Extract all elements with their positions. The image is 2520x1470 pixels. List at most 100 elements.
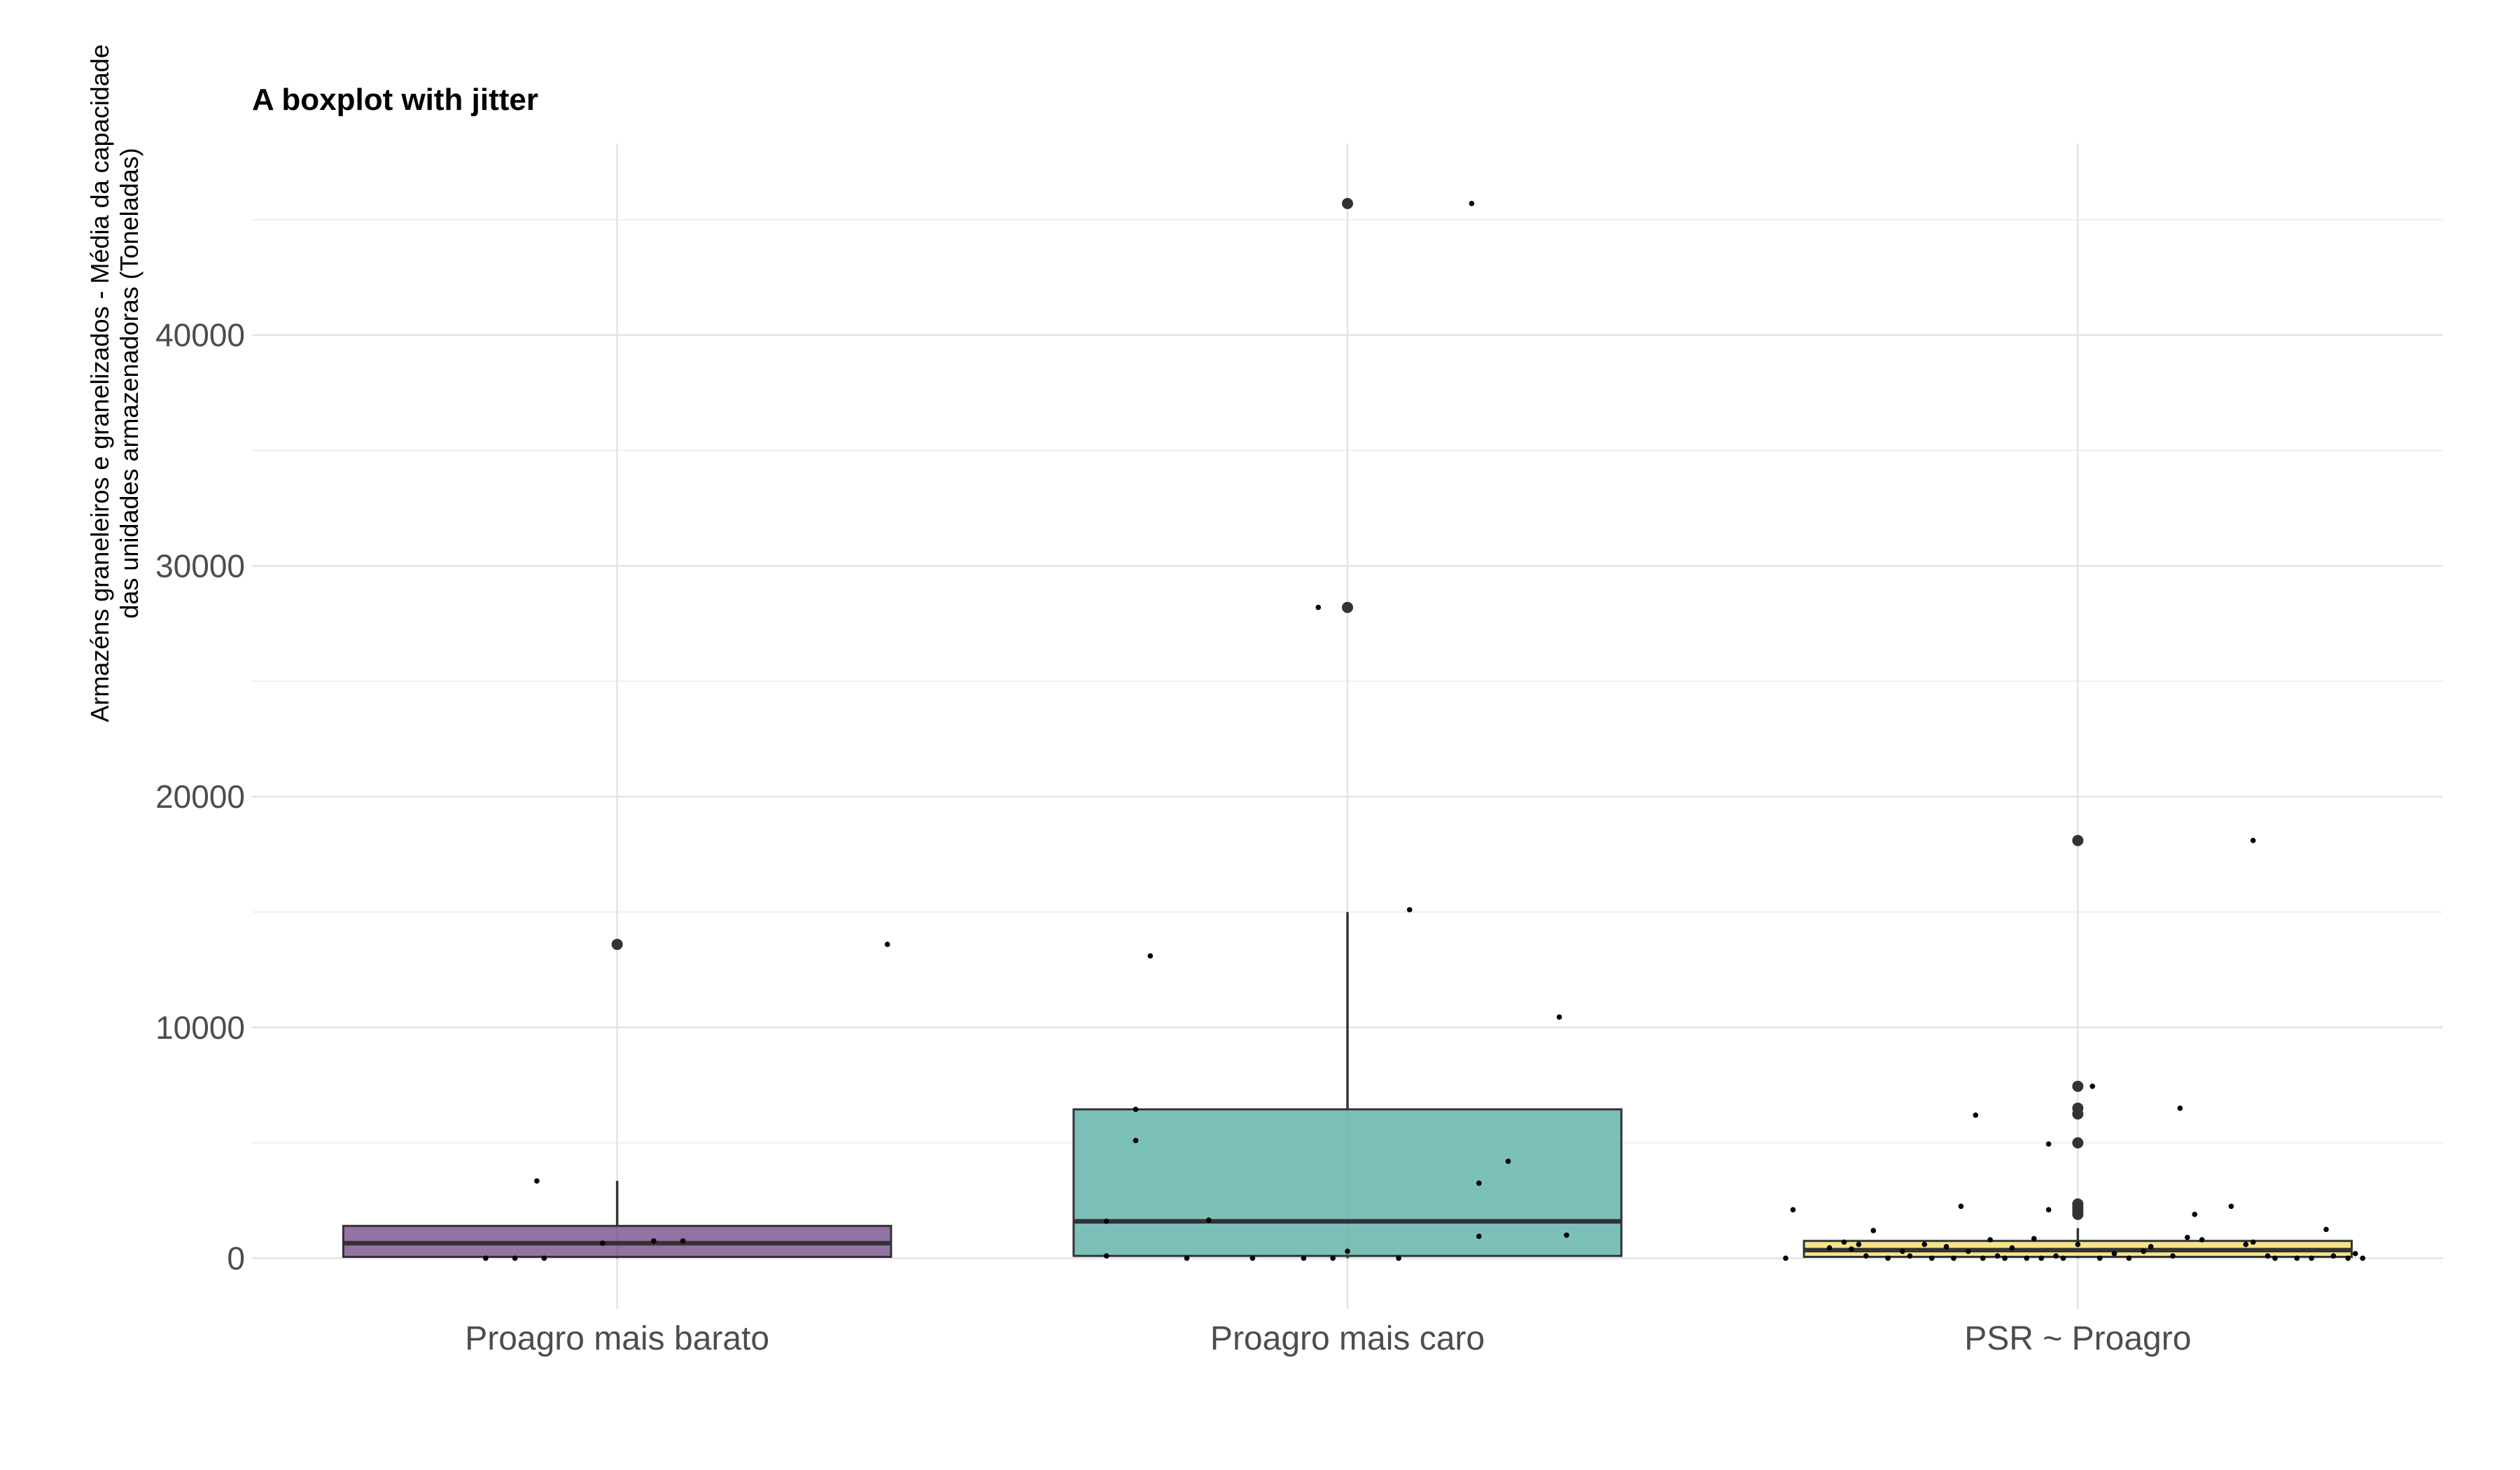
jitter-point — [1951, 1255, 1956, 1261]
jitter-point — [1505, 1158, 1511, 1164]
jitter-point — [1330, 1255, 1336, 1261]
jitter-point — [2096, 1255, 2103, 1261]
jitter-point — [2199, 1237, 2205, 1242]
jitter-point — [1476, 1233, 1482, 1239]
y-tick-label: 0 — [227, 1240, 245, 1276]
jitter-point — [1907, 1253, 1913, 1259]
jitter-point — [1783, 1255, 1788, 1261]
boxes — [342, 197, 2353, 1259]
jitter-point — [1133, 1138, 1139, 1144]
y-tick-label: 40000 — [155, 317, 245, 354]
jitter-point — [1250, 1255, 1256, 1261]
jitter-point — [884, 941, 890, 947]
jitter-point — [1928, 1255, 1935, 1261]
y-tick-label: 10000 — [155, 1009, 245, 1046]
jitter-point — [2177, 1105, 2183, 1111]
jitter-point — [1301, 1255, 1307, 1261]
box-2 — [1072, 197, 1623, 1259]
y-axis-label: Armazéns graneleiros e granelizados - Mé… — [85, 44, 144, 722]
jitter-point — [2250, 837, 2256, 844]
jitter-point — [2250, 1239, 2256, 1245]
jitter-point — [1315, 604, 1322, 610]
jitter-point — [1856, 1241, 1862, 1247]
jitter-point — [1980, 1255, 1986, 1261]
jitter-point — [2038, 1255, 2044, 1261]
x-tick-label: Proagro mais caro — [1210, 1320, 1485, 1357]
jitter-point — [1921, 1241, 1928, 1247]
jitter-point — [2031, 1236, 2037, 1242]
jitter-point — [600, 1240, 606, 1246]
jitter-point — [1564, 1232, 1569, 1238]
jitter-point — [2228, 1203, 2234, 1210]
jitter-point — [2045, 1141, 2052, 1147]
jitter-point — [512, 1255, 518, 1261]
jitter-point — [680, 1238, 686, 1244]
jitter-point — [1863, 1253, 1869, 1259]
jitter-points — [483, 200, 2366, 1261]
jitter-point — [1900, 1248, 1905, 1254]
jitter-point — [1849, 1246, 1854, 1252]
jitter-point — [2272, 1255, 2278, 1261]
jitter-point — [1103, 1218, 1110, 1224]
jitter-point — [1958, 1203, 1964, 1210]
outlier-point — [2072, 1080, 2084, 1092]
box-3 — [1802, 834, 2353, 1259]
jitter-point — [2009, 1245, 2015, 1251]
jitter-point — [2323, 1226, 2329, 1233]
jitter-point — [2330, 1253, 2337, 1259]
jitter-point — [2264, 1253, 2271, 1259]
jitter-point — [2141, 1248, 2147, 1254]
jitter-point — [1790, 1207, 1796, 1213]
jitter-point — [541, 1255, 547, 1261]
jitter-point — [2060, 1255, 2066, 1261]
outlier-point — [2072, 1198, 2084, 1210]
jitter-point — [1345, 1248, 1350, 1254]
jitter-point — [534, 1178, 540, 1184]
jitter-point — [2111, 1251, 2118, 1256]
jitter-point — [651, 1238, 657, 1244]
jitter-point — [1476, 1180, 1482, 1186]
jitter-point — [2075, 1241, 2081, 1247]
y-tick-label: 30000 — [155, 547, 245, 584]
outlier-point — [1342, 601, 1353, 613]
jitter-point — [1205, 1217, 1212, 1223]
jitter-point — [1133, 1107, 1139, 1112]
jitter-point — [2053, 1253, 2059, 1259]
jitter-point — [2126, 1255, 2132, 1261]
box-1 — [342, 939, 892, 1259]
jitter-point — [1973, 1112, 1979, 1118]
jitter-point — [483, 1255, 489, 1261]
jitter-point — [1987, 1237, 1993, 1242]
y-tick-labels: 0 10000 20000 30000 40000 — [155, 317, 245, 1277]
jitter-point — [1870, 1228, 1876, 1233]
y-axis-label-line: Armazéns graneleiros e granelizados - Mé… — [85, 44, 114, 722]
jitter-point — [2192, 1212, 2198, 1217]
x-tick-labels: Proagro mais barato Proagro mais caro PSR … — [465, 1320, 2191, 1357]
outlier-point — [611, 939, 623, 951]
outlier-point — [2072, 1102, 2084, 1114]
box-body — [1072, 1108, 1623, 1257]
jitter-point — [1826, 1245, 1833, 1251]
jitter-point — [2090, 1084, 2095, 1089]
jitter-point — [1103, 1253, 1110, 1259]
jitter-point — [1147, 953, 1154, 959]
y-axis-label-line: das unidades armazenadoras (Toneladas) — [115, 148, 144, 618]
jitter-point — [1841, 1239, 1847, 1245]
outlier-point — [2072, 834, 2084, 846]
jitter-point — [2309, 1255, 2314, 1261]
jitter-point — [2002, 1255, 2008, 1261]
jitter-point — [2294, 1255, 2300, 1261]
jitter-point — [2345, 1255, 2351, 1261]
jitter-point — [2045, 1207, 2052, 1213]
jitter-point — [1943, 1244, 1949, 1250]
jitter-point — [1994, 1253, 2001, 1259]
jitter-point — [1885, 1255, 1891, 1261]
jitter-point — [1556, 1014, 1562, 1020]
jitter-point — [1184, 1255, 1190, 1261]
y-tick-label: 20000 — [155, 778, 245, 815]
jitter-point — [2360, 1255, 2366, 1261]
jitter-point — [2353, 1251, 2358, 1256]
jitter-point — [2185, 1234, 2190, 1240]
x-tick-label: Proagro mais barato — [465, 1320, 769, 1357]
